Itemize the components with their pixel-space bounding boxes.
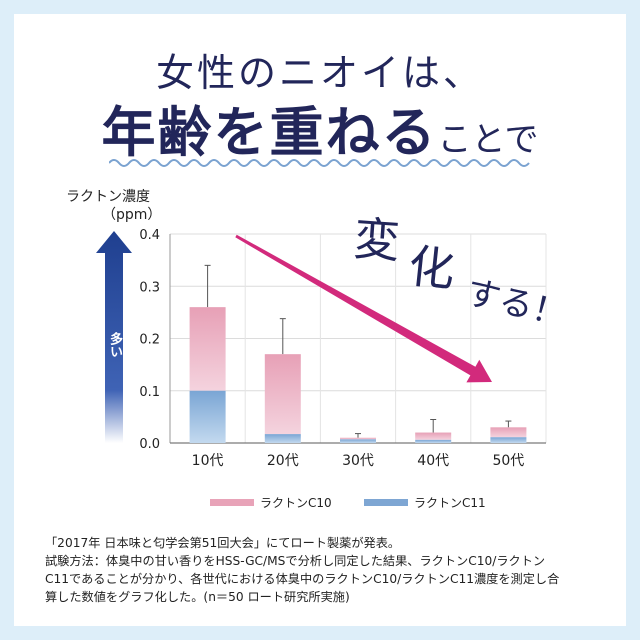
x-tick-label: 40代 [417, 453, 449, 469]
footnote-line-1: 「2017年 日本味と匂学会第51回大会」にてロート製薬が発表。 [45, 536, 401, 550]
headline-line2: 年齢を重ねることで [14, 88, 626, 167]
footnote-line-4: 算した数値をグラフ化した。(n＝50 ロート研究所実施) [45, 590, 350, 604]
more-label: 多い [107, 332, 122, 358]
bar-c11 [189, 390, 226, 443]
y-tick-label: 0.2 [139, 333, 160, 348]
bar-c11 [415, 439, 452, 443]
bar-chart: 0.0 0.1 0.2 0.3 0.4 10代 20代 30代 40代 50代 [139, 228, 547, 469]
headline-emphasis: 年齢を重ねる [101, 100, 438, 164]
y-tick-label: 0.1 [139, 385, 160, 400]
headline-line1: 女性のニオイは、 [155, 51, 484, 95]
trend-arrow [235, 234, 493, 383]
x-tick-label: 10代 [192, 453, 224, 469]
legend-swatch-c11 [364, 499, 408, 506]
callout-char-1: 変 [351, 211, 402, 269]
legend-c11: ラクトンC11 [364, 494, 486, 511]
y-axis-unit: （ppm） [102, 207, 162, 223]
x-tick-label: 50代 [492, 453, 524, 469]
legend-c10: ラクトンC10 [210, 494, 332, 511]
y-tick-label: 0.3 [139, 280, 160, 295]
legend-swatch-c10 [210, 499, 254, 506]
infographic-card: 女性のニオイは、 年齢を重ねることで ラクトン濃度 （ppm） 多い 0.0 0.… [14, 14, 626, 626]
legend-label-c11: ラクトンC11 [414, 496, 486, 510]
footnote-line-2: 試験方法：体臭中の甘い香りをHSS-GC/MSで分析し同定した結果、ラクトンC1… [45, 554, 546, 568]
callout-char-2: 化 [405, 238, 458, 298]
bar-c10 [189, 307, 226, 391]
headline-suffix: ことで [437, 120, 539, 160]
bar-c10 [340, 437, 376, 440]
bar-c11 [340, 439, 376, 443]
bar-c10 [490, 427, 527, 438]
x-tick-label: 30代 [342, 453, 374, 469]
trend-arrow-shape [235, 234, 493, 383]
bar-c11 [490, 437, 527, 443]
bar-c10 [415, 432, 452, 440]
y-tick-label: 0.0 [139, 437, 160, 452]
bar-c10 [264, 354, 301, 435]
footnote-line-3: C11であることが分かり、各世代における体臭中のラクトンC10/ラクトンC11濃… [45, 572, 560, 586]
y-tick-label: 0.4 [139, 228, 160, 243]
y-axis-label: ラクトン濃度 [66, 189, 150, 205]
x-tick-label: 20代 [267, 453, 299, 469]
increase-arrow-icon [96, 231, 132, 443]
wave-divider [109, 159, 530, 167]
bar-c11 [264, 434, 301, 443]
legend-label-c10: ラクトンC10 [260, 496, 332, 510]
footnote: 「2017年 日本味と匂学会第51回大会」にてロート製薬が発表。 試験方法：体臭… [45, 534, 605, 606]
